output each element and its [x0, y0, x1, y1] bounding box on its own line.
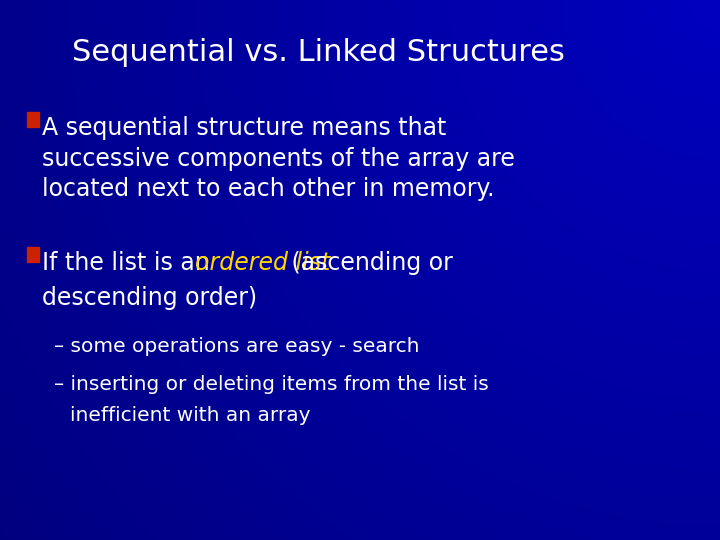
Bar	[27, 112, 39, 127]
Text: – some operations are easy - search: – some operations are easy - search	[54, 338, 420, 356]
Text: If the list is an: If the list is an	[42, 251, 217, 275]
Text: A sequential structure means that
successive components of the array are
located: A sequential structure means that succes…	[42, 116, 515, 201]
Text: ordered list: ordered list	[194, 251, 330, 275]
Text: inefficient with an array: inefficient with an array	[70, 406, 310, 425]
Bar	[27, 247, 39, 262]
Text: descending order): descending order)	[42, 286, 257, 310]
Text: Sequential vs. Linked Structures: Sequential vs. Linked Structures	[72, 38, 565, 67]
Text: – inserting or deleting items from the list is: – inserting or deleting items from the l…	[54, 375, 489, 394]
Text: (ascending or: (ascending or	[284, 251, 454, 275]
